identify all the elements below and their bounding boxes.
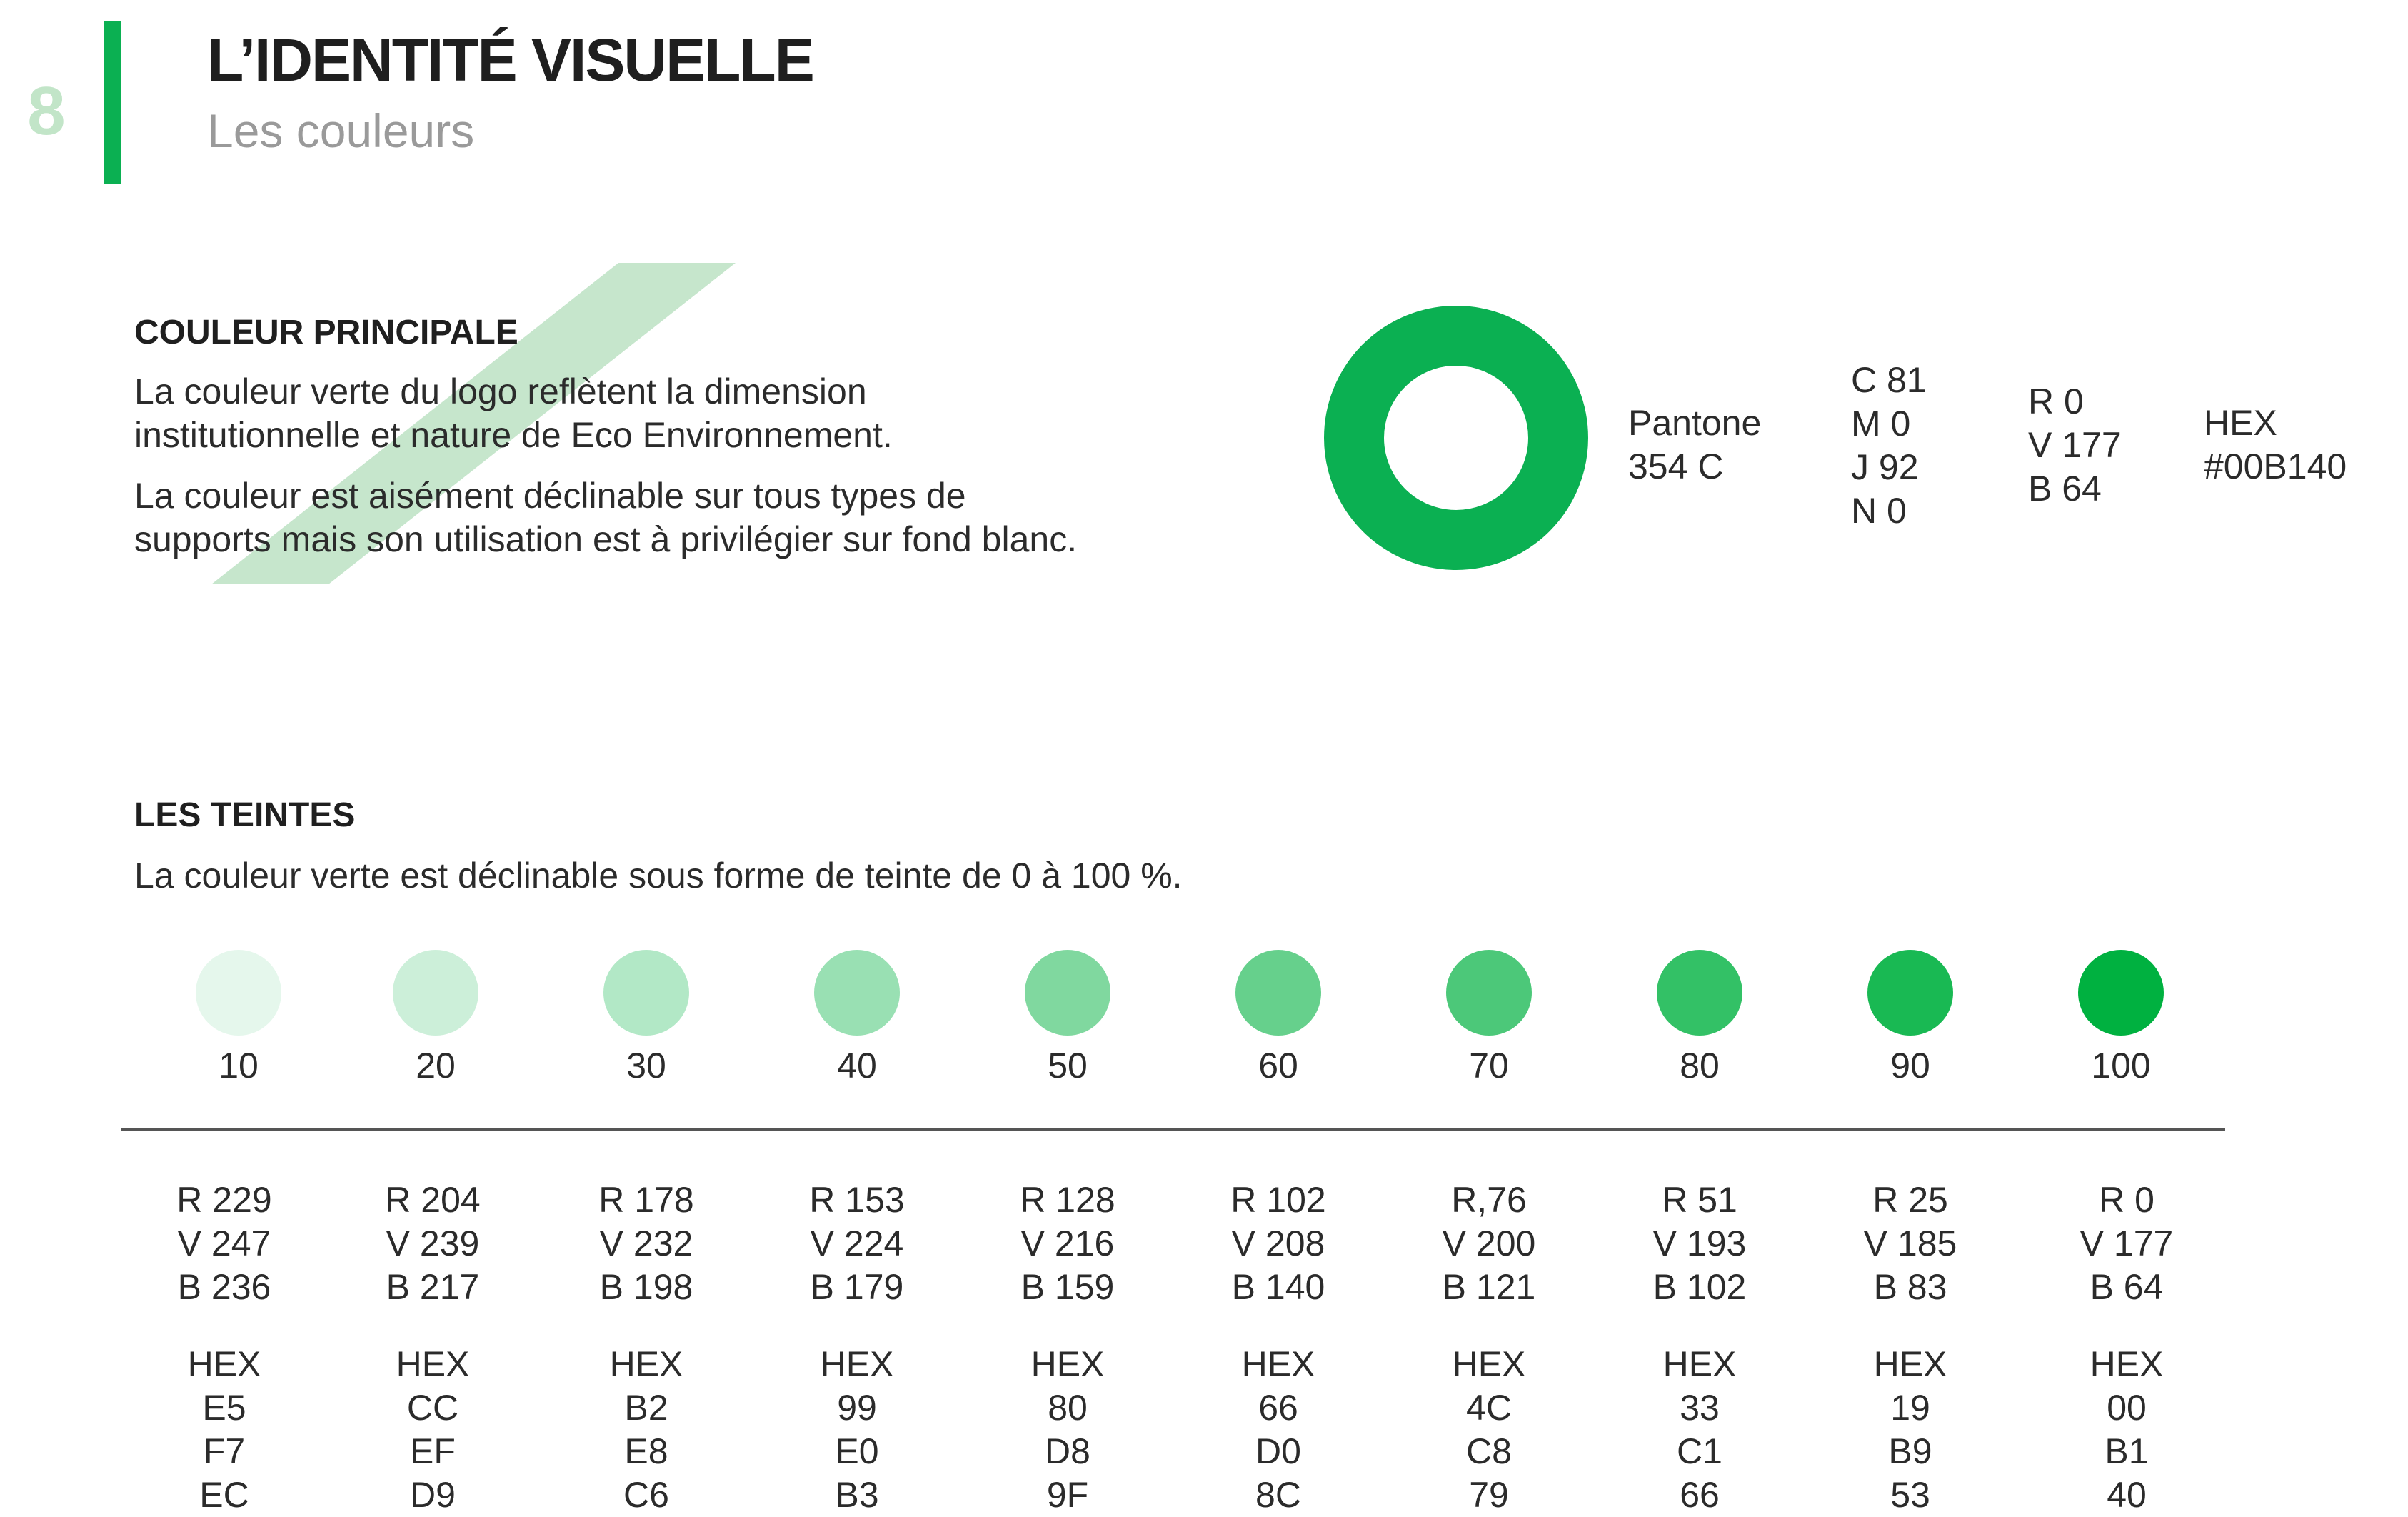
tint-label: 60 [1258, 1046, 1298, 1086]
tint-hex: HEX E5 F7 EC [187, 1344, 261, 1515]
tint-hex: HEX 4C C8 79 [1452, 1344, 1526, 1515]
tint-rgb: R 178 V 232 B 198 [598, 1180, 694, 1307]
page-title: L’IDENTITÉ VISUELLE [207, 26, 815, 94]
tint-swatch [1446, 950, 1532, 1036]
tint-swatch [393, 950, 478, 1036]
tint-swatch [1657, 950, 1742, 1036]
cmyk-spec: C 81 M 0 J 92 N 0 [1851, 360, 1927, 531]
tint-hex: HEX 00 B1 40 [2090, 1344, 2164, 1515]
tint-label: 90 [1890, 1046, 1930, 1086]
tint-swatch [603, 950, 689, 1036]
tint-hex: HEX 19 B9 53 [1873, 1344, 1947, 1515]
tint-swatch [814, 950, 900, 1036]
main-color-paragraph-1: La couleur verte du logo reflètent la di… [134, 371, 893, 455]
tint-rgb: R 229 V 247 B 236 [176, 1180, 272, 1307]
tint-rgb: R 204 V 239 B 217 [385, 1180, 481, 1307]
tint-swatch [1025, 950, 1110, 1036]
main-color-heading: COULEUR PRINCIPALE [134, 314, 518, 351]
tint-hex: HEX 80 D8 9F [1030, 1344, 1105, 1515]
tint-swatch [2078, 950, 2164, 1036]
tint-rgb: R 25 V 185 B 83 [1863, 1180, 1957, 1307]
main-color-ring [1324, 306, 1588, 570]
tint-label: 70 [1469, 1046, 1509, 1086]
tint-swatch [1867, 950, 1953, 1036]
tint-rgb: R 128 V 216 B 159 [1020, 1180, 1115, 1307]
rgb-spec: R 0 V 177 B 64 [2028, 381, 2122, 509]
tint-hex: HEX 66 D0 8C [1241, 1344, 1315, 1515]
tint-hex: HEX 99 E0 B3 [820, 1344, 894, 1515]
tints-intro: La couleur verte est déclinable sous for… [134, 856, 1183, 896]
tint-swatch [196, 950, 281, 1036]
tints-divider [121, 1128, 2225, 1131]
tint-label: 80 [1680, 1046, 1720, 1086]
pantone-spec: Pantone 354 C [1628, 403, 1762, 486]
tint-label: 100 [2091, 1046, 2151, 1086]
hex-spec: HEX #00B140 [2204, 403, 2347, 486]
tint-label: 40 [837, 1046, 877, 1086]
tint-rgb: R 153 V 224 B 179 [809, 1180, 905, 1307]
tint-label: 30 [626, 1046, 666, 1086]
header-accent-bar [104, 21, 121, 184]
tint-rgb: R 51 V 193 B 102 [1652, 1180, 1747, 1307]
tint-rgb: R,76 V 200 B 121 [1442, 1180, 1536, 1307]
page-number: 8 [27, 73, 66, 149]
page-subtitle: Les couleurs [207, 104, 475, 157]
tint-label: 10 [219, 1046, 259, 1086]
tint-hex: HEX B2 E8 C6 [609, 1344, 683, 1515]
main-color-paragraph-2: La couleur est aisément déclinable sur t… [134, 476, 1078, 559]
tint-hex: HEX 33 C1 66 [1662, 1344, 1737, 1515]
tints-heading: LES TEINTES [134, 796, 356, 834]
tint-swatch [1235, 950, 1321, 1036]
tint-hex: HEX CC EF D9 [396, 1344, 470, 1515]
tint-label: 50 [1048, 1046, 1088, 1086]
tint-rgb: R 102 V 208 B 140 [1230, 1180, 1326, 1307]
tint-label: 20 [416, 1046, 456, 1086]
